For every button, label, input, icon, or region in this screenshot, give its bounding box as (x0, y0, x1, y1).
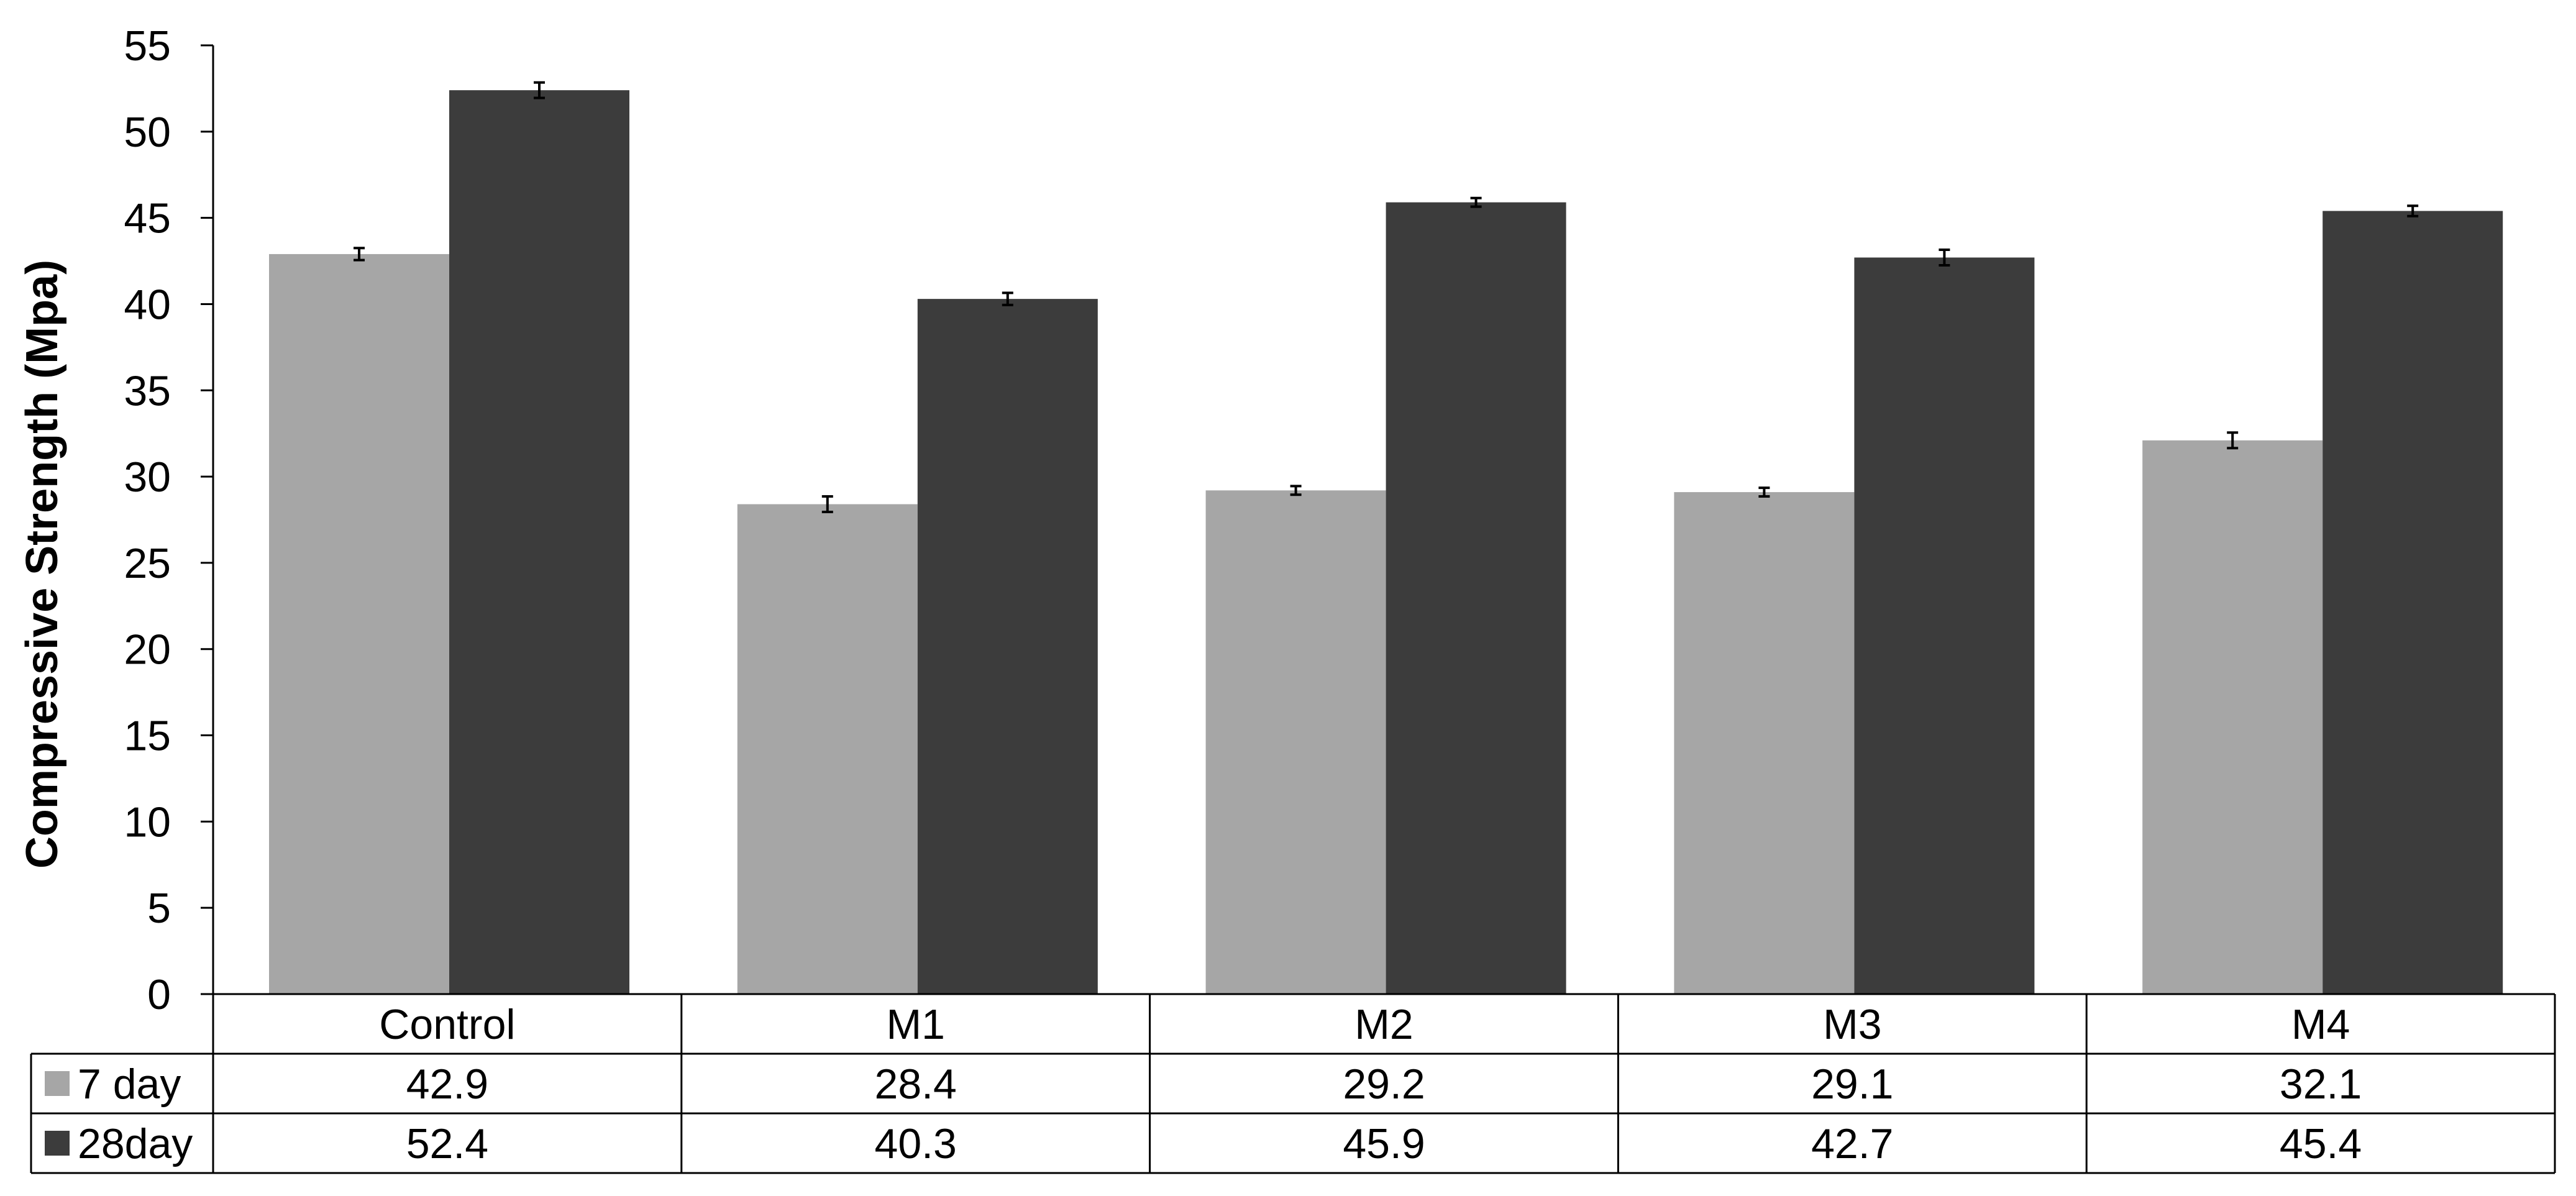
category-label-Control: Control (379, 1001, 515, 1048)
bar-28day-M3 (1854, 257, 2035, 995)
data-label: 29.1 (1811, 1061, 1893, 1108)
legend-swatch-7day (45, 1071, 70, 1096)
bar-7day-M2 (1205, 490, 1386, 994)
bar-28day-M2 (1386, 202, 1566, 995)
legend-label-7day: 7 day (78, 1061, 181, 1108)
y-tick-label: 40 (124, 281, 171, 328)
data-label: 42.7 (1811, 1120, 1893, 1167)
bar-28day-M1 (917, 299, 1098, 994)
legend-swatch-28day (45, 1131, 70, 1156)
bar-7day-M4 (2142, 440, 2323, 994)
data-label: 32.1 (2280, 1061, 2362, 1108)
data-label: 52.4 (406, 1120, 488, 1167)
bar-28day-Control (449, 90, 629, 995)
y-tick-label: 15 (124, 713, 171, 760)
y-tick-label: 45 (124, 195, 171, 242)
bar-7day-M1 (737, 504, 918, 994)
data-label: 45.9 (1343, 1120, 1425, 1167)
data-label: 42.9 (406, 1061, 488, 1108)
category-label-M3: M3 (1823, 1001, 1881, 1048)
y-tick-label: 50 (124, 109, 171, 156)
data-label: 40.3 (875, 1120, 957, 1167)
y-tick-label: 5 (147, 885, 171, 932)
data-table: Control M1 M2 M3 M4 7 day 42.9 28.4 29.2 29.1 32.1… (30, 993, 2556, 1174)
category-label-M2: M2 (1354, 1001, 1413, 1048)
y-tick-label: 35 (124, 367, 171, 414)
category-label-M4: M4 (2291, 1001, 2350, 1048)
y-tick-label: 20 (124, 626, 171, 673)
y-tick-label: 30 (124, 454, 171, 501)
category-label-M1: M1 (886, 1001, 944, 1048)
bar-28day-M4 (2323, 211, 2503, 995)
bar-7day-Control (269, 253, 449, 995)
y-tick-label: 0 (147, 971, 171, 1018)
y-axis-label: Compressive Strength (Mpa) (17, 260, 67, 869)
data-label: 45.4 (2280, 1120, 2362, 1167)
bars (269, 90, 2503, 995)
legend-label-28day: 28day (78, 1120, 193, 1167)
y-tick-label: 10 (124, 798, 171, 846)
data-label: 28.4 (875, 1061, 957, 1108)
y-tick-label: 25 (124, 540, 171, 587)
error-bars (354, 81, 2419, 514)
data-label: 29.2 (1343, 1061, 1425, 1108)
bar-7day-M3 (1674, 492, 1855, 994)
y-axis: 0 5 10 15 20 25 30 35 40 45 50 55 (124, 22, 214, 1018)
y-tick-label: 55 (124, 22, 171, 70)
